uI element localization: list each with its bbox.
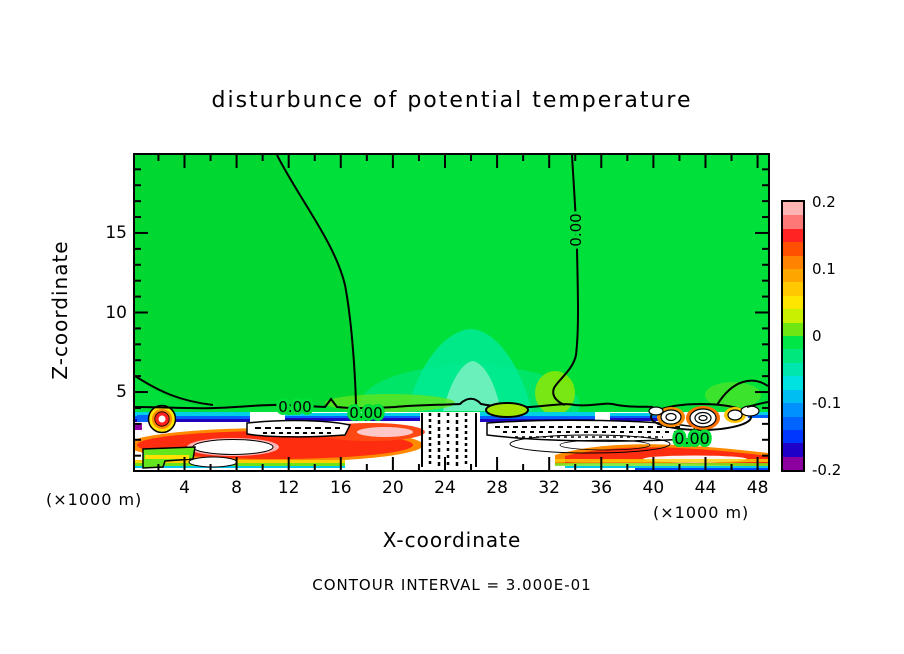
contour-interval-caption: CONTOUR INTERVAL = 3.000E-01 [312,576,592,594]
colorbar-segment [783,349,803,363]
plot-area: 0.00 0.00 0.00 0.00 [133,153,770,472]
colorbar-segment [783,215,803,229]
field-left-region [135,155,356,408]
left-red-streak [135,423,425,462]
x-tick-label: 28 [486,478,508,498]
colorbar-segment [783,362,803,377]
colorbar-tick-label: 0.1 [812,260,836,278]
x-tick-label: 48 [746,478,769,498]
colorbar-segment [783,322,803,337]
colorbar-segment [783,255,803,270]
x-tick-label: 40 [642,478,665,498]
colorbar-segment [783,456,803,471]
colorbar-segment [783,389,803,404]
colorbar-segment [783,376,803,390]
zero-contour-lines [135,155,768,410]
colorbar-tick-label: 0.2 [812,193,836,211]
teal-dome-core [443,361,501,411]
y-tick-label: 10 [105,302,127,323]
right-vortex-cluster [648,403,760,431]
contour-label-zero-1: 0.00 [278,398,311,416]
x-tick-label: 36 [590,478,613,498]
x-tick-label: 4 [179,478,190,498]
colorbar-segment [783,443,803,457]
contour-field: 0.00 0.00 0.00 0.00 [135,155,768,470]
surface-stripes [135,459,768,470]
colorbar-segment [783,336,803,350]
yellow-green-patch-mid [535,371,575,415]
y-axis-title-text: Z-coordinate [48,240,72,380]
dashed-column [421,413,477,467]
colorbar-segment [783,429,803,444]
colorbar-segment [783,295,803,310]
contour-label-zero-rotated: 0.00 [567,213,585,246]
y-tick-label: 5 [116,382,127,403]
y-tick-label: 15 [105,222,127,243]
axis-ticks [135,155,768,470]
x-tick-label: 44 [694,478,717,498]
x-axis-unit-note-right: (×1000 m) [653,503,750,522]
x-tick-label: 16 [329,478,352,498]
colorbar-tick-label: 0 [812,327,822,345]
left-vortex-ring [137,404,177,434]
colorbar-segment [783,309,803,323]
colorbar-segment [783,202,803,216]
colorbar-segment [783,403,803,417]
dashed-negative-region [246,419,697,454]
colorbar-segment [783,269,803,283]
colorbar-tick-label: -0.1 [812,394,842,412]
x-axis-title: X-coordinate [382,528,522,552]
zero-contour-oval [485,402,529,418]
yellow-green-patch-left [325,394,455,412]
contour-label-zero-3: 0.00 [674,429,710,448]
colorbar-segment [783,282,803,296]
colorbar [781,200,805,472]
x-tick-label: 20 [382,478,404,498]
bottom-left-feature [135,423,238,469]
colorbar-segment [783,228,803,243]
chart-title: disturbunce of potential temperature [211,88,693,113]
x-axis-unit-note-left: (×1000 m) [46,490,143,509]
x-tick-label: 12 [277,478,300,498]
contour-label-zero-2: 0.00 [349,404,382,422]
colorbar-segment [783,416,803,430]
x-tick-label: 32 [538,478,560,498]
x-tick-label: 24 [434,478,456,498]
x-tick-label: 8 [231,478,242,498]
colorbar-tick-label: -0.2 [812,461,842,479]
colorbar-segment [783,242,803,256]
